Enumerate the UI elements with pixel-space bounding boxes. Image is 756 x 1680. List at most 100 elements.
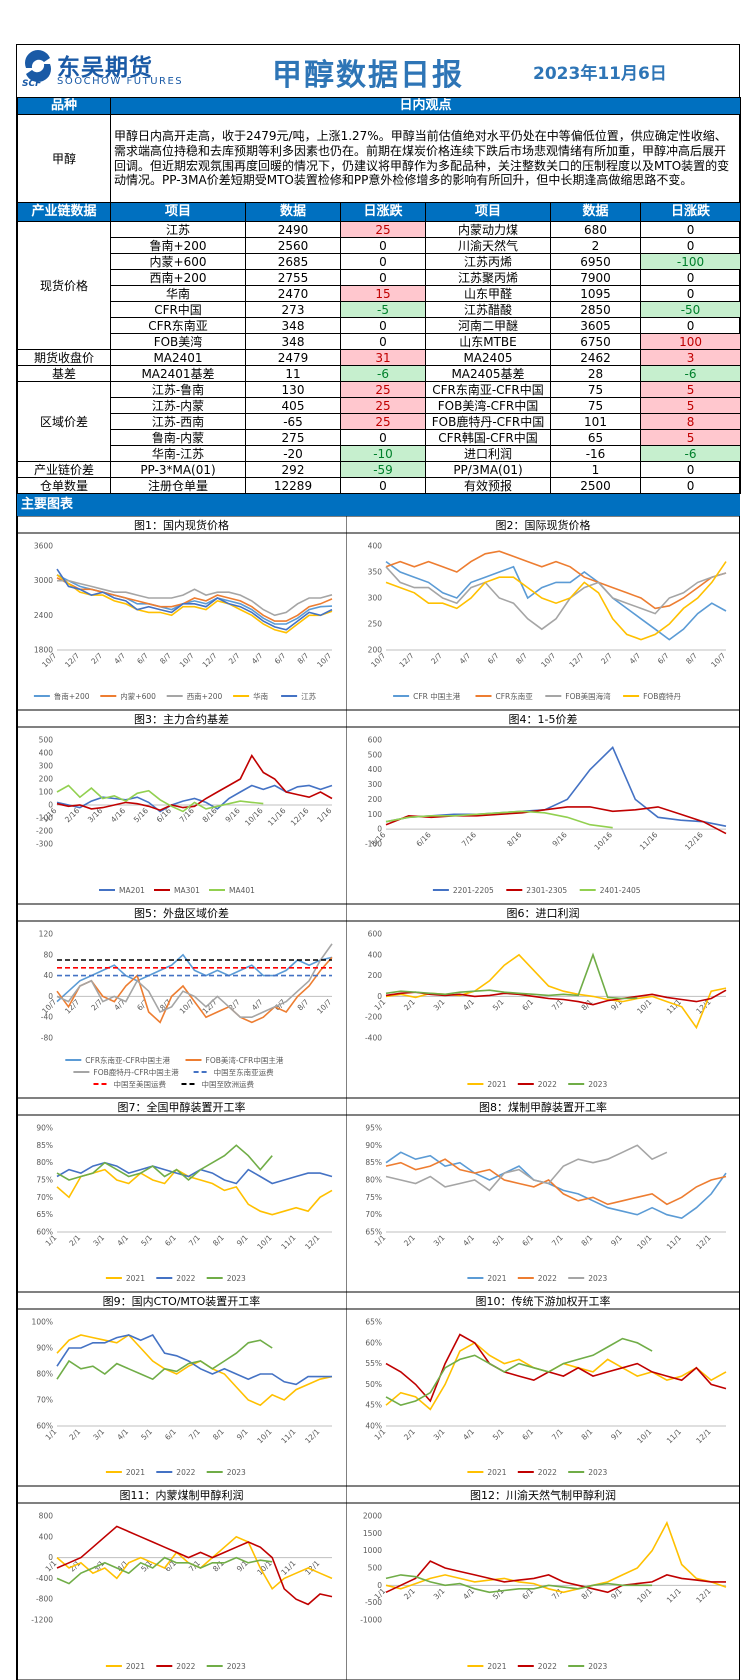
y-tick-label: 600 [368,736,383,745]
value: 273 [245,301,341,318]
value: 1095 [550,285,641,302]
value: 275 [245,429,341,446]
value: -20 [245,445,341,462]
value: 405 [245,397,341,414]
y-tick-label: 50% [365,1380,382,1389]
chart-grid: 图1：国内现货价格 1800 2400 3000 3600 10/7 12/7 2/7 4/7 6… [17,516,740,1680]
chart: 图12：川渝天然气制甲醇利润-1000-50005001000150020001… [346,1486,740,1680]
column-header: 日涨跌 [639,202,742,222]
change: 0 [639,237,742,254]
change: 25 [340,413,426,430]
item: PP/3MA(01) [425,461,551,478]
value: 2 [550,237,641,254]
value: 2462 [550,349,641,366]
change: 0 [639,477,742,494]
table-row: 鲁南-内蒙 275 0 CFR韩国-CFR中国 65 5 [18,429,742,446]
y-tick-label: -100 [36,814,53,823]
chart-border [346,1486,740,1680]
legend-label: 内蒙+600 [120,691,156,701]
item: FOB鹿特丹-CFR中国 [425,413,551,430]
series-line [56,943,333,1018]
item: CFR东南亚 [110,317,246,334]
item: 华南-江苏 [110,445,246,462]
table-row: 期货收盘价 MA2401 2479 31 MA2405 2462 3 [17,349,742,366]
y-tick-label: 400 [39,1532,54,1541]
y-tick-label: 2400 [34,611,53,620]
table-row: 华南 2470 15 山东甲醛 1095 0 [18,285,742,302]
item: PP-3*MA(01) [110,461,246,478]
change: 3 [639,349,742,366]
y-tick-label: 80% [36,1158,53,1167]
column-header: 项目 [110,202,246,222]
item: CFR中国 [110,301,246,318]
value: 6950 [550,253,641,270]
item: 注册仓单量 [110,477,246,494]
series-line [385,1144,668,1192]
y-tick-label: -40 [41,1013,53,1022]
legend-label: CFR东南亚-CFR中国主港 [85,1055,170,1065]
column-header: 数据 [550,202,641,222]
value: 11 [245,365,341,382]
y-tick-label: 300 [368,780,383,789]
item: 川渝天然气 [425,237,551,254]
item: 山东甲醛 [425,285,551,302]
item: 江苏醋酸 [425,301,551,318]
value: 12289 [245,477,341,494]
section-title: 主要图表 [17,494,740,516]
legend-label: 2023 [227,1468,246,1477]
item: MA2401基差 [110,365,246,382]
legend-label: 江苏 [301,691,316,701]
y-tick-label: 1800 [34,646,53,655]
legend-label: MA401 [229,886,255,895]
legend-label: 2022 [538,1662,557,1671]
legend-label: 2021 [487,1662,506,1671]
change: 0 [340,237,426,254]
y-tick-label: 40% [365,1422,382,1431]
change: 0 [340,253,426,270]
report-date: 2023年11月6日 [533,64,667,84]
item: 河南二甲醚 [425,317,551,334]
y-tick-label: 65% [36,1210,53,1219]
chart-title: 图7：全国甲醇装置开工率 [118,1100,246,1114]
item: 江苏 [110,221,246,238]
value: -16 [550,445,641,462]
y-tick-label: 40 [43,971,53,980]
legend-label: 2023 [227,1274,246,1283]
series-line [56,953,333,1003]
item: MA2405 [425,349,551,366]
y-tick-label: 500 [368,750,383,759]
group-name: 现货价格 [17,221,111,350]
y-tick-label: 70% [365,1210,382,1219]
legend-label: 2301-2305 [526,886,567,895]
group-name: 期货收盘价 [17,349,111,366]
legend-label: FOB鹿特丹 [643,691,681,701]
series-line [385,550,727,610]
series-line [385,810,613,829]
value: 2850 [550,301,641,318]
y-tick-label: 500 [368,1564,383,1573]
group-name: 基差 [17,365,111,382]
legend-label: 2023 [588,1468,607,1477]
y-tick-label: 100% [32,1318,53,1327]
y-tick-label: 0 [48,801,53,810]
chart-title: 图1：国内现货价格 [134,518,229,532]
group-name: 区域价差 [17,381,111,462]
table-row: 产业链价差 PP-3*MA(01) 292 -59 PP/3MA(01) 1 0 [17,461,742,478]
legend-label: MA201 [119,886,145,895]
value: 2685 [245,253,341,270]
table-row: 内蒙+600 2685 0 江苏丙烯 6950 -100 [18,253,742,270]
y-tick-label: 0 [377,825,382,834]
value: 7900 [550,269,641,286]
company-name-en: SOOCHOW FUTURES [57,76,184,87]
y-tick-label: -1000 [360,1616,382,1625]
y-tick-label: 3600 [34,542,53,551]
chart-title: 图11：内蒙煤制甲醇利润 [120,1488,244,1502]
table-row: 基差 MA2401基差 11 -6 MA2405基差 28 -6 [17,365,742,382]
legend-label: 华南 [253,691,268,701]
y-tick-label: 400 [368,765,383,774]
y-tick-label: 0 [48,992,53,1001]
y-tick-label: 85% [36,1141,53,1150]
